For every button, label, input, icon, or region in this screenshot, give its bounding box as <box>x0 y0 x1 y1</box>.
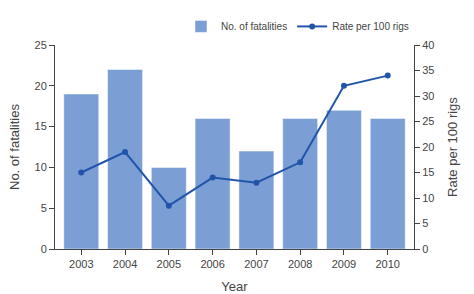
svg-text:15: 15 <box>35 120 47 132</box>
svg-text:2006: 2006 <box>200 258 224 270</box>
svg-text:0: 0 <box>41 243 47 255</box>
svg-text:2004: 2004 <box>113 258 137 270</box>
svg-text:35: 35 <box>422 64 434 76</box>
svg-text:25: 25 <box>422 115 434 127</box>
svg-text:2010: 2010 <box>375 258 399 270</box>
svg-text:Year: Year <box>221 279 248 294</box>
svg-text:2008: 2008 <box>288 258 312 270</box>
svg-text:25: 25 <box>35 39 47 51</box>
svg-text:No. of fatalities: No. of fatalities <box>221 21 287 32</box>
svg-text:Rate per 100 rigs: Rate per 100 rigs <box>332 21 409 32</box>
svg-text:2003: 2003 <box>69 258 93 270</box>
svg-text:10: 10 <box>422 192 434 204</box>
svg-text:30: 30 <box>422 90 434 102</box>
svg-text:No. of fatalities: No. of fatalities <box>7 104 22 190</box>
svg-text:2009: 2009 <box>332 258 356 270</box>
svg-text:10: 10 <box>35 161 47 173</box>
svg-text:5: 5 <box>41 202 47 214</box>
svg-text:0: 0 <box>422 243 428 255</box>
svg-text:20: 20 <box>422 141 434 153</box>
svg-text:15: 15 <box>422 166 434 178</box>
svg-text:2005: 2005 <box>157 258 181 270</box>
svg-text:20: 20 <box>35 80 47 92</box>
svg-text:Rate per 100 rigs: Rate per 100 rigs <box>445 97 460 197</box>
svg-text:2007: 2007 <box>244 258 268 270</box>
svg-text:40: 40 <box>422 39 434 51</box>
svg-text:5: 5 <box>422 217 428 229</box>
